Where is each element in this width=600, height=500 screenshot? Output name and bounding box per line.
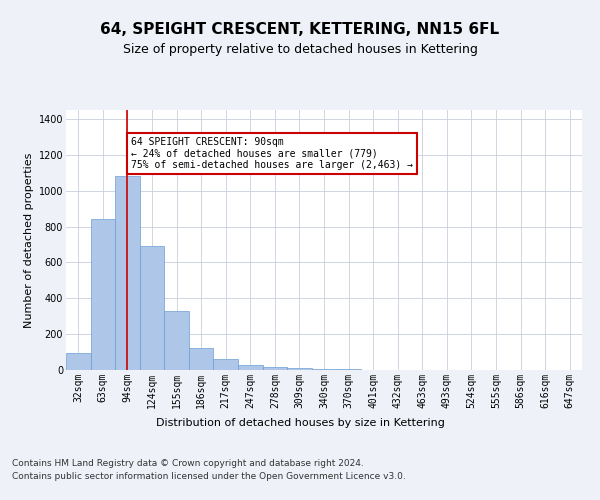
Bar	[115, 176, 140, 370]
Text: 64, SPEIGHT CRESCENT, KETTERING, NN15 6FL: 64, SPEIGHT CRESCENT, KETTERING, NN15 6F…	[100, 22, 500, 38]
Bar	[312, 369, 336, 370]
Bar	[189, 348, 214, 370]
Bar	[164, 311, 189, 370]
Bar	[91, 220, 115, 370]
Bar	[263, 367, 287, 370]
Text: 64 SPEIGHT CRESCENT: 90sqm
← 24% of detached houses are smaller (779)
75% of sem: 64 SPEIGHT CRESCENT: 90sqm ← 24% of deta…	[131, 137, 413, 170]
Bar	[238, 365, 263, 370]
Bar	[287, 368, 312, 370]
Text: Contains HM Land Registry data © Crown copyright and database right 2024.
Contai: Contains HM Land Registry data © Crown c…	[12, 459, 406, 481]
Bar	[214, 359, 238, 370]
Y-axis label: Number of detached properties: Number of detached properties	[25, 152, 34, 328]
Text: Distribution of detached houses by size in Kettering: Distribution of detached houses by size …	[155, 418, 445, 428]
Bar	[140, 246, 164, 370]
Bar	[66, 353, 91, 370]
Text: Size of property relative to detached houses in Kettering: Size of property relative to detached ho…	[122, 42, 478, 56]
